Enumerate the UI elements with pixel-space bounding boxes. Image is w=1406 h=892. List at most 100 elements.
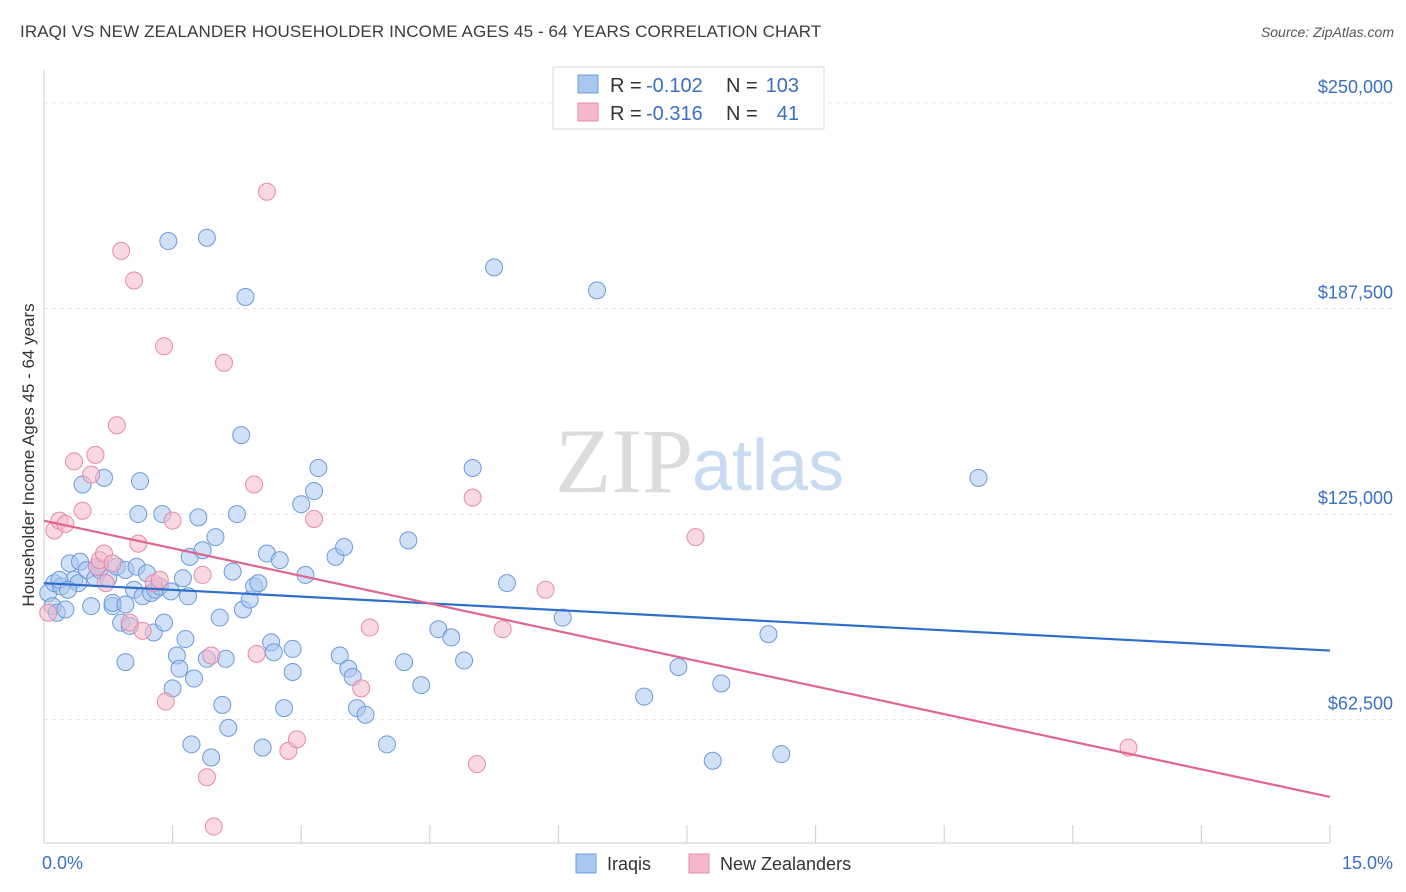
point-iraqis [82, 597, 101, 616]
point-iraqis [455, 651, 474, 670]
data-points [39, 182, 1138, 836]
legend-swatch-new-zealanders [577, 102, 599, 122]
watermark-zip: ZIP [555, 410, 693, 512]
point-iraqis [131, 472, 150, 491]
point-new-zealanders [133, 621, 152, 640]
point-iraqis [56, 600, 75, 619]
legend-n-label: N = [726, 75, 758, 97]
watermark: ZIP atlas [555, 410, 844, 512]
y-tick-label: $250,000 [1318, 77, 1393, 97]
point-iraqis [305, 482, 324, 501]
point-new-zealanders [120, 613, 139, 632]
x-tick-label: 0.0% [42, 853, 83, 873]
point-new-zealanders [467, 755, 486, 774]
point-iraqis [485, 258, 504, 277]
legend-n-label: N = [726, 103, 758, 125]
point-iraqis [399, 531, 418, 550]
point-new-zealanders [96, 574, 115, 593]
y-tick-label: $125,000 [1318, 488, 1393, 508]
bottom-legend-swatch-new-zealanders [688, 853, 710, 874]
point-new-zealanders [287, 730, 306, 749]
point-iraqis [635, 687, 654, 706]
point-new-zealanders [65, 452, 84, 471]
point-iraqis [179, 587, 198, 606]
point-iraqis [969, 468, 988, 487]
point-iraqis [116, 653, 135, 672]
point-iraqis [232, 426, 251, 445]
bottom-legend-label-iraqis: Iraqis [607, 854, 651, 874]
point-iraqis [292, 495, 311, 514]
point-iraqis [173, 569, 192, 588]
grid-lines [44, 102, 1394, 721]
point-iraqis [264, 643, 283, 662]
legend-n-value-new-zealanders: 41 [777, 103, 799, 125]
point-new-zealanders [39, 603, 58, 622]
point-iraqis [442, 628, 461, 647]
point-new-zealanders [125, 271, 144, 290]
point-new-zealanders [103, 554, 122, 573]
point-new-zealanders [360, 618, 379, 637]
legend-swatch-iraqis [577, 74, 599, 94]
point-new-zealanders [82, 465, 101, 484]
trend-line-iraqis [43, 582, 1331, 652]
point-iraqis [182, 735, 201, 754]
y-axis-label: Householder Income Ages 45 - 64 years [19, 303, 38, 606]
point-iraqis [283, 662, 302, 681]
point-new-zealanders [150, 570, 169, 589]
x-tick-labels: 0.0% 15.0% [42, 853, 1393, 873]
point-iraqis [587, 281, 606, 300]
point-iraqis [116, 595, 135, 614]
bottom-legend-label-new-zealanders: New Zealanders [720, 854, 851, 874]
point-new-zealanders [686, 528, 705, 547]
point-new-zealanders [129, 534, 148, 553]
legend-r-label: R = [610, 103, 642, 125]
point-new-zealanders [202, 646, 221, 665]
chart-title: IRAQI VS NEW ZEALANDER HOUSEHOLDER INCOM… [20, 22, 822, 41]
point-new-zealanders [215, 353, 234, 372]
point-iraqis [669, 658, 688, 677]
point-iraqis [202, 748, 221, 767]
point-new-zealanders [193, 565, 212, 584]
point-iraqis [463, 459, 482, 478]
point-iraqis [249, 574, 268, 593]
point-iraqis [189, 508, 208, 527]
legend-r-value-new-zealanders: -0.316 [646, 103, 703, 125]
x-tick-label: 15.0% [1342, 853, 1393, 873]
source-label: Source: ZipAtlas.com [1260, 24, 1394, 40]
trend-line-new-zealanders [43, 519, 1331, 799]
point-iraqis [309, 459, 328, 478]
point-new-zealanders [247, 644, 266, 663]
point-iraqis [161, 582, 180, 601]
point-iraqis [412, 676, 431, 695]
legend-n-value-iraqis: 103 [766, 75, 799, 97]
point-iraqis [377, 735, 396, 754]
point-new-zealanders [352, 679, 371, 698]
point-new-zealanders [257, 182, 276, 201]
point-iraqis [155, 613, 174, 632]
y-tick-label: $187,500 [1318, 282, 1393, 302]
point-new-zealanders [73, 501, 92, 520]
point-iraqis [712, 674, 731, 693]
point-new-zealanders [112, 241, 131, 260]
point-iraqis [197, 228, 216, 247]
y-tick-labels: $62,500 $125,000 $187,500 $250,000 [1318, 77, 1393, 714]
point-iraqis [170, 659, 189, 678]
point-new-zealanders [107, 416, 126, 435]
point-iraqis [283, 639, 302, 658]
point-iraqis [219, 718, 238, 737]
point-new-zealanders [197, 768, 216, 787]
point-iraqis [210, 608, 229, 627]
point-iraqis [236, 287, 255, 306]
legend-box: R = -0.102 N = 103 R = -0.316 N = 41 [552, 66, 825, 130]
bottom-legend: Iraqis New Zealanders [575, 853, 851, 874]
point-iraqis [497, 574, 516, 593]
point-new-zealanders [536, 580, 555, 599]
point-iraqis [216, 649, 235, 668]
bottom-legend-swatch-iraqis [575, 853, 597, 874]
y-tick-label: $62,500 [1328, 694, 1393, 714]
point-iraqis [129, 505, 148, 524]
point-new-zealanders [155, 337, 174, 356]
point-iraqis [185, 669, 204, 688]
point-iraqis [176, 630, 195, 649]
